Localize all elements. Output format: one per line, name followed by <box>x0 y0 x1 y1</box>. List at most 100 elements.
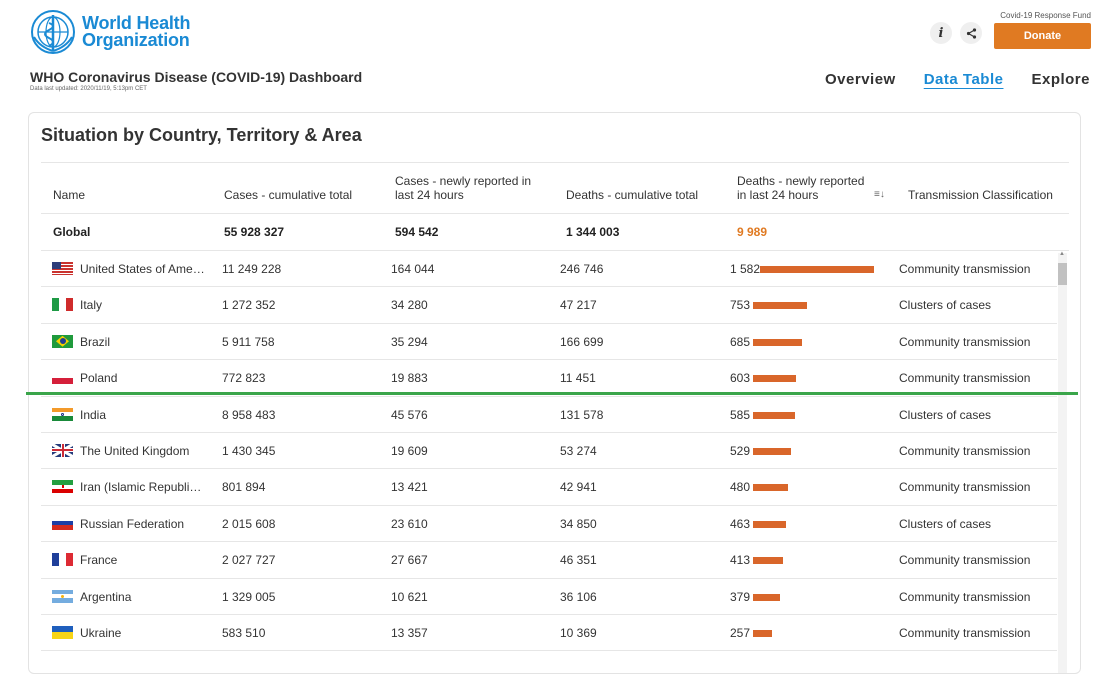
deaths-total-cell: 246 746 <box>560 262 604 276</box>
global-name: Global <box>53 225 91 239</box>
cases-new-cell: 27 667 <box>391 553 428 568</box>
table-row[interactable]: Iran (Islamic Republi… 801 894 13 421 42 94… <box>41 469 1057 506</box>
cases-total-cell: 1 329 005 <box>222 589 276 604</box>
deaths-new-cell: 379 <box>730 589 751 604</box>
country-name[interactable]: India <box>80 407 107 422</box>
table-title: Situation by Country, Territory & Area <box>41 125 362 145</box>
deaths-new-cell: 413 <box>730 553 751 568</box>
cases-new-cell: 19 609 <box>391 443 428 458</box>
cases-new-cell: 35 294 <box>391 334 428 349</box>
deaths-total-cell: 36 106 <box>560 589 597 604</box>
cases-new-cell: 23 610 <box>391 516 428 531</box>
deaths-new-cell: 1 582 <box>730 262 761 276</box>
cases-total-cell: 583 510 <box>222 625 266 640</box>
argentina-flag-icon <box>52 589 73 603</box>
country-name[interactable]: Poland <box>80 371 118 386</box>
header-actions: i Covid-19 Response Fund Donate <box>930 11 1091 49</box>
poland-flag-icon <box>52 371 73 385</box>
transmission-cell: Clusters of cases <box>899 407 992 422</box>
who-logo[interactable]: World Health Organization <box>30 9 190 55</box>
country-name[interactable]: Russian Federation <box>80 516 185 531</box>
cases-total-cell: 11 249 228 <box>222 262 282 276</box>
transmission-cell: Community transmission <box>899 589 1031 604</box>
cases-new-cell: 19 883 <box>391 371 428 386</box>
deaths-new-cell: 753 <box>730 298 751 313</box>
transmission-cell: Community transmission <box>899 334 1031 349</box>
col-header-name[interactable]: Name <box>53 188 86 202</box>
col-header-deaths-new[interactable]: Deaths - newly reported in last 24 hours <box>737 174 865 202</box>
deaths-total-cell: 47 217 <box>560 298 597 313</box>
global-cases-new: 594 542 <box>395 225 439 239</box>
uk-flag-icon <box>52 443 73 457</box>
table-row[interactable]: Ukraine 583 510 13 357 10 369 257 Community t… <box>41 615 1057 652</box>
col-header-cases-new[interactable]: Cases - newly reported in last 24 hours <box>395 174 532 202</box>
italy-flag-icon <box>52 298 73 312</box>
who-emblem-icon <box>31 10 75 54</box>
country-name[interactable]: United States of Ame… <box>80 262 205 276</box>
country-name[interactable]: Brazil <box>80 334 111 349</box>
scroll-up-arrow-icon[interactable]: ▲ <box>1059 251 1065 257</box>
cases-total-cell: 2 015 608 <box>222 516 276 531</box>
deaths-new-cell: 529 <box>730 443 751 458</box>
table-row[interactable]: Italy 1 272 352 34 280 47 217 753 Clusters of… <box>41 287 1057 324</box>
global-deaths-total: 1 344 003 <box>566 225 620 239</box>
country-name[interactable]: France <box>80 553 118 568</box>
transmission-cell: Clusters of cases <box>899 298 992 313</box>
table-header: Name Cases - cumulative total Cases - ne… <box>41 162 1069 214</box>
donate-button[interactable]: Donate <box>994 23 1091 49</box>
table-row[interactable]: Poland 772 823 19 883 11 451 603 Community tr… <box>41 360 1057 397</box>
who-wordmark: World Health Organization <box>82 14 190 50</box>
country-name[interactable]: Argentina <box>80 589 132 604</box>
cases-total-cell: 2 027 727 <box>222 553 276 568</box>
cases-new-cell: 34 280 <box>391 298 428 313</box>
table-row[interactable]: Brazil 5 911 758 35 294 166 699 685 Community… <box>41 324 1057 361</box>
country-name[interactable]: Ukraine <box>80 625 122 640</box>
col-header-cases-total[interactable]: Cases - cumulative total <box>224 188 353 202</box>
table-scrollbar[interactable] <box>1058 253 1067 673</box>
country-name[interactable]: Italy <box>80 298 103 313</box>
cases-new-cell: 10 621 <box>391 589 428 604</box>
deaths-total-cell: 53 274 <box>560 443 597 458</box>
cases-total-cell: 1 272 352 <box>222 298 276 313</box>
table-row[interactable]: Russian Federation 2 015 608 23 610 34 850 4… <box>41 506 1057 543</box>
global-deaths-new: 9 989 <box>737 225 768 239</box>
cases-new-cell: 45 576 <box>391 407 428 422</box>
tab-data-table[interactable]: Data Table <box>923 71 1004 88</box>
cases-total-cell: 801 894 <box>222 480 266 495</box>
last-updated-text: Data last updated: 2020/11/19, 5:13pm CE… <box>30 86 147 92</box>
scrollbar-thumb[interactable] <box>1058 263 1067 285</box>
deaths-new-bar <box>753 447 791 455</box>
table-row[interactable]: India 8 958 483 45 576 131 578 585 Clusters o… <box>41 397 1057 433</box>
ukraine-flag-icon <box>52 625 73 639</box>
transmission-cell: Community transmission <box>899 625 1031 640</box>
share-icon[interactable] <box>960 22 982 44</box>
table-body: United States of Ame… 11 249 228 164 044 24… <box>41 251 1057 652</box>
global-row[interactable]: Global 55 928 327 594 542 1 344 003 9 98… <box>41 213 1069 251</box>
country-name[interactable]: Iran (Islamic Republi… <box>80 480 202 495</box>
table-row[interactable]: United States of Ame… 11 249 228 164 044 24… <box>41 251 1057 288</box>
deaths-new-bar <box>753 375 796 383</box>
col-header-deaths-total[interactable]: Deaths - cumulative total <box>566 188 699 202</box>
cases-total-cell: 1 430 345 <box>222 443 276 458</box>
response-fund: Covid-19 Response Fund Donate <box>994 11 1091 49</box>
info-icon[interactable]: i <box>930 22 952 44</box>
tab-explore[interactable]: Explore <box>1031 71 1090 88</box>
global-cases-total: 55 928 327 <box>224 225 285 239</box>
deaths-new-cell: 480 <box>730 480 751 495</box>
france-flag-icon <box>52 553 73 567</box>
col-header-transmission[interactable]: Transmission Classification <box>908 188 1053 202</box>
transmission-cell: Community transmission <box>899 480 1031 495</box>
deaths-new-cell: 585 <box>730 407 751 422</box>
country-name[interactable]: The United Kingdom <box>80 443 190 458</box>
transmission-cell: Community transmission <box>899 371 1031 386</box>
tab-overview[interactable]: Overview <box>825 71 896 88</box>
table-row[interactable]: France 2 027 727 27 667 46 351 413 Community … <box>41 542 1057 579</box>
russia-flag-icon <box>52 516 73 530</box>
deaths-total-cell: 46 351 <box>560 553 597 568</box>
cases-total-cell: 772 823 <box>222 371 266 386</box>
org-name-line2: Organization <box>82 30 190 50</box>
table-row[interactable]: Argentina 1 329 005 10 621 36 106 379 Communi… <box>41 579 1057 615</box>
deaths-new-cell: 257 <box>730 625 751 640</box>
sort-descending-icon[interactable]: ≡↓ <box>874 189 885 200</box>
table-row[interactable]: The United Kingdom 1 430 345 19 609 53 274 5… <box>41 433 1057 470</box>
